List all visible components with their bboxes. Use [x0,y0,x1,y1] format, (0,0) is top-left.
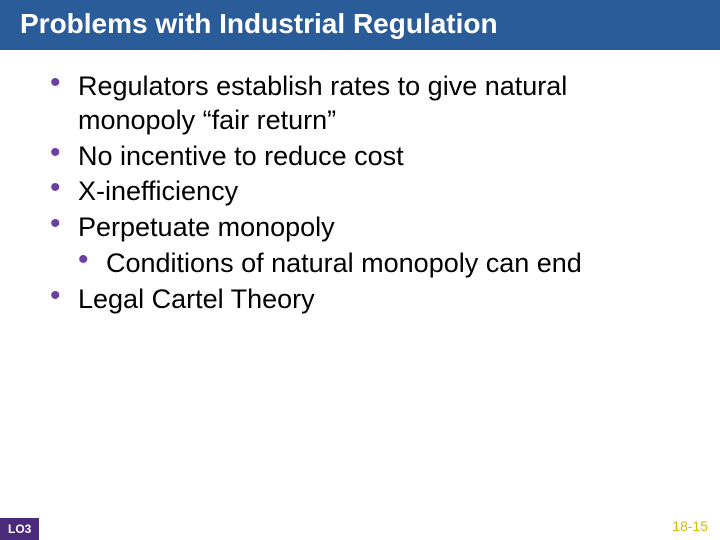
bullet-text: No incentive to reduce cost [78,141,404,171]
sub-bullet-list: Conditions of natural monopoly can end [78,247,690,281]
bullet-list: Regulators establish rates to give natur… [50,70,690,316]
bullet-text: Regulators establish rates to give natur… [78,71,567,135]
bullet-text: Legal Cartel Theory [78,284,315,314]
list-item: Conditions of natural monopoly can end [78,247,690,281]
slide-title: Problems with Industrial Regulation [0,0,720,50]
list-item: No incentive to reduce cost [50,140,690,174]
page-number: 18-15 [672,518,708,534]
bullet-text: X-inefficiency [78,176,238,206]
list-item: Regulators establish rates to give natur… [50,70,690,138]
list-item: X-inefficiency [50,175,690,209]
learning-objective-badge: LO3 [0,518,39,540]
bullet-text: Perpetuate monopoly [78,212,335,242]
list-item: Perpetuate monopoly Conditions of natura… [50,211,690,281]
bullet-text: Conditions of natural monopoly can end [106,248,582,278]
slide-content: Regulators establish rates to give natur… [0,50,720,316]
list-item: Legal Cartel Theory [50,283,690,317]
